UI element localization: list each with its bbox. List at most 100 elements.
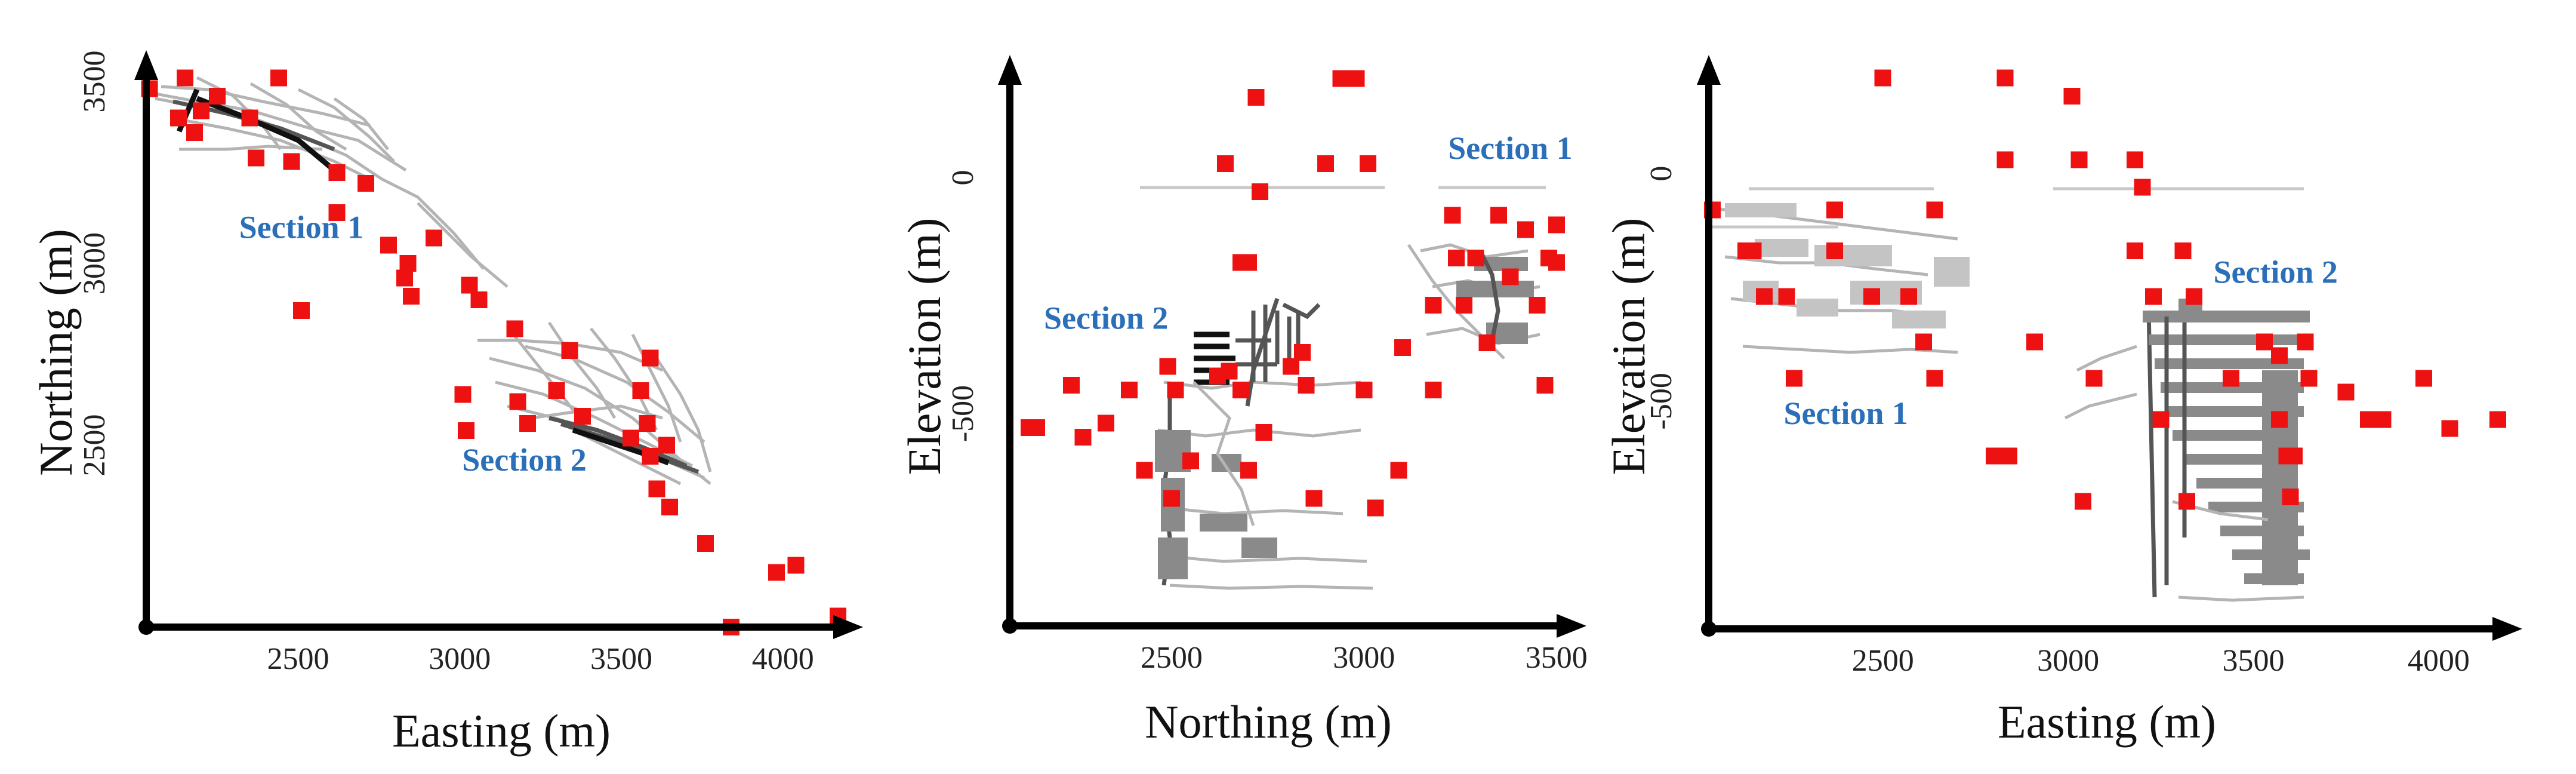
station-marker: [2126, 242, 2143, 260]
station-marker: [1240, 462, 1257, 479]
x-tick-label: 2500: [1852, 644, 1914, 678]
y-tick-label: 0: [946, 170, 980, 186]
annotations-panel-1: Section 1 Section 2: [239, 209, 587, 478]
station-marker: [328, 164, 346, 181]
panel-northing-elevation: 2500 3000 3500 -500 0 Section 1 Section 2 Nor…: [898, 55, 1588, 748]
station-marker: [170, 109, 187, 127]
station-marker: [2026, 333, 2044, 351]
axis-origin-dot-panel-2: [1002, 618, 1018, 634]
station-marker: [509, 393, 526, 410]
station-marker: [2441, 420, 2458, 437]
x-axis-arrow-panel-2: [1557, 614, 1586, 638]
x-tick-label: 3500: [2223, 644, 2285, 678]
station-marker: [1355, 382, 1373, 398]
station-marker: [1305, 490, 1323, 507]
ticks-panel-1: 2500 3000 3500 4000 2500 3000 3500: [78, 51, 814, 677]
station-markers-panel-1: [141, 69, 846, 635]
station-marker: [1926, 201, 1943, 219]
station-marker: [1221, 363, 1238, 380]
station-marker: [425, 229, 442, 247]
station-marker: [283, 153, 300, 170]
station-marker: [574, 407, 591, 425]
station-marker: [1332, 70, 1349, 87]
station-marker: [1490, 207, 1507, 224]
station-marker: [548, 382, 565, 400]
station-marker: [2174, 242, 2192, 260]
section-label: Section 2: [462, 442, 587, 478]
station-marker: [787, 557, 805, 574]
station-marker: [2074, 493, 2091, 510]
station-marker: [2134, 179, 2151, 196]
y-tick-label: 3500: [78, 51, 112, 113]
station-marker: [1900, 288, 1918, 305]
station-marker: [1063, 377, 1080, 394]
y-axis-label-panel-3: Elevation (m): [1603, 217, 1654, 475]
section-label: Section 2: [2213, 254, 2338, 290]
station-marker: [2285, 447, 2303, 465]
station-marker: [461, 277, 478, 294]
section-label: Section 2: [1044, 300, 1169, 336]
station-marker: [1394, 339, 1411, 356]
station-marker: [403, 287, 420, 305]
station-marker: [2256, 333, 2273, 351]
station-marker: [2359, 411, 2377, 428]
annotations-panel-3: Section 1 Section 2: [1783, 254, 2338, 431]
x-axis-label-panel-2: Northing (m): [1145, 696, 1392, 748]
y-axis-arrow-panel-1: [134, 50, 158, 80]
station-marker: [1996, 69, 2014, 87]
station-marker: [2270, 347, 2288, 364]
station-marker: [1425, 296, 1442, 314]
station-marker: [1478, 334, 1496, 351]
section-label: Section 1: [1448, 130, 1573, 166]
station-marker: [1425, 382, 1442, 398]
station-marker: [1548, 254, 1565, 271]
station-marker: [1874, 69, 1891, 87]
station-marker: [1444, 207, 1461, 224]
station-marker: [2297, 333, 2314, 351]
station-marker: [2337, 383, 2355, 401]
station-marker: [1159, 358, 1176, 375]
x-tick-label: 3500: [1526, 641, 1588, 675]
station-marker: [1915, 333, 1932, 351]
station-marker: [1348, 70, 1365, 87]
x-tick-label: 3000: [2037, 644, 2099, 678]
y-tick-label: -500: [946, 385, 980, 442]
station-marker: [1548, 216, 1565, 234]
station-marker: [1098, 414, 1115, 432]
station-marker: [1167, 382, 1184, 398]
x-tick-label: 2500: [1141, 641, 1203, 675]
station-marker: [1252, 183, 1269, 201]
station-marker: [1390, 462, 1407, 479]
station-marker: [648, 480, 665, 497]
section-label: Section 1: [239, 209, 364, 245]
station-marker: [270, 69, 287, 87]
station-marker: [2415, 370, 2432, 387]
station-marker: [1317, 155, 1334, 172]
station-marker: [2000, 447, 2017, 465]
station-marker: [454, 386, 472, 403]
station-marker: [1745, 242, 1762, 260]
station-marker: [2126, 151, 2143, 168]
station-marker: [1986, 447, 2002, 465]
y-tick-label: -500: [1644, 373, 1678, 429]
station-marker: [1294, 343, 1311, 361]
x-tick-label: 3500: [590, 642, 652, 676]
y-axis-arrow-panel-2: [998, 55, 1022, 85]
station-marker: [1536, 377, 1554, 394]
station-marker: [1163, 490, 1180, 507]
station-marker: [2489, 411, 2507, 428]
station-marker: [2085, 370, 2103, 387]
station-marker: [1232, 382, 1249, 398]
y-tick-label: 3000: [78, 232, 112, 294]
station-marker: [2374, 411, 2392, 428]
station-marker: [2300, 370, 2318, 387]
x-axis-arrow-panel-1: [833, 615, 863, 639]
y-axis-arrow-panel-3: [1697, 55, 1721, 85]
y-tick-label: 0: [1644, 166, 1678, 182]
station-marker: [2186, 288, 2203, 305]
x-tick-label: 3000: [1333, 641, 1395, 675]
station-marker: [2063, 88, 2081, 105]
y-axis-label-panel-2: Elevation (m): [898, 217, 950, 475]
station-marker: [1467, 249, 1484, 266]
station-marker: [193, 102, 210, 119]
